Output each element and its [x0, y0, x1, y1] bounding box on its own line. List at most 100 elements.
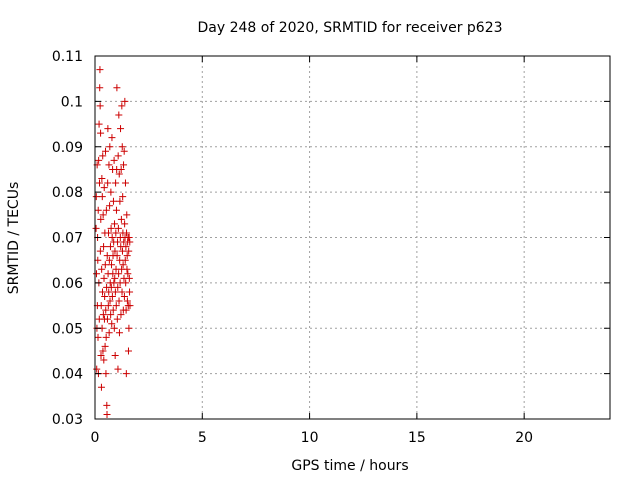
x-tick-label: 10 [301, 430, 319, 446]
data-point [105, 256, 113, 264]
data-point [115, 170, 123, 178]
data-point [102, 333, 110, 341]
data-point [108, 292, 116, 300]
data-point [106, 202, 114, 210]
data-point [105, 229, 113, 237]
x-axis-label: GPS time / hours [291, 458, 408, 474]
data-point [111, 288, 119, 296]
data-point [120, 292, 128, 300]
data-point [102, 147, 110, 155]
x-tick-label: 0 [91, 430, 100, 446]
data-point [107, 188, 115, 196]
data-point [103, 401, 111, 409]
data-point [98, 175, 106, 183]
data-point [123, 297, 131, 305]
data-point [113, 315, 121, 323]
data-point [122, 279, 130, 287]
data-point [115, 329, 123, 337]
data-point [115, 270, 123, 278]
data-point [111, 220, 119, 228]
data-point [111, 274, 119, 282]
data-point [107, 224, 115, 232]
axis-ticks: 0 5 10 15 20 0.03 0.04 0.05 0.06 0.07 0.08 0.09 0.1 0… [52, 49, 610, 446]
data-point [105, 161, 113, 169]
data-point [124, 347, 132, 355]
data-point [97, 215, 105, 223]
data-point [123, 265, 131, 273]
data-point [101, 342, 109, 350]
data-point [102, 206, 110, 214]
data-point [93, 365, 101, 373]
data-point [101, 292, 109, 300]
data-point [114, 238, 122, 246]
data-point [112, 179, 120, 187]
data-point [92, 193, 100, 201]
data-point [94, 206, 102, 214]
data-point [123, 211, 131, 219]
data-point [102, 306, 110, 314]
data-point [125, 234, 133, 241]
data-point [94, 333, 102, 341]
data-point [100, 243, 108, 251]
data-point [99, 288, 107, 296]
data-point [96, 179, 104, 187]
data-point [121, 220, 129, 228]
data-point [111, 247, 119, 255]
grid [95, 56, 610, 419]
data-marks [92, 66, 134, 418]
data-point [96, 84, 104, 92]
data-point [126, 238, 134, 246]
data-point [97, 129, 105, 137]
data-point [110, 279, 118, 287]
y-tick-label: 0.08 [52, 185, 83, 201]
data-point [99, 311, 107, 319]
data-point [118, 102, 126, 110]
data-point [96, 66, 104, 74]
data-point [98, 193, 106, 201]
data-point [125, 274, 133, 282]
data-point [120, 147, 128, 155]
data-point [98, 265, 106, 273]
data-point [110, 324, 118, 332]
data-point [108, 261, 116, 269]
data-point [112, 302, 120, 310]
data-point [117, 165, 125, 173]
data-point [101, 261, 109, 269]
data-point [96, 102, 104, 110]
data-point [123, 252, 131, 260]
data-point [105, 329, 113, 337]
data-point [118, 247, 126, 255]
data-point [117, 215, 125, 223]
data-point [106, 297, 114, 305]
y-tick-label: 0.03 [52, 412, 83, 428]
data-point [107, 283, 115, 291]
data-point [118, 143, 126, 151]
data-point [109, 306, 117, 314]
data-point [95, 156, 103, 164]
data-point [112, 206, 120, 214]
data-point [124, 270, 132, 278]
data-point [99, 347, 107, 355]
y-tick-label: 0.05 [52, 321, 83, 337]
data-point [104, 302, 112, 310]
data-point [121, 179, 129, 187]
data-point [118, 288, 126, 296]
data-point [123, 229, 131, 237]
data-point [96, 247, 104, 255]
data-point [113, 84, 121, 92]
data-point [97, 383, 105, 391]
y-tick-label: 0.11 [52, 49, 83, 65]
data-point [108, 134, 116, 142]
data-point [104, 179, 112, 187]
data-point [115, 111, 123, 119]
data-point [114, 365, 122, 373]
data-point [103, 315, 111, 323]
data-point [100, 184, 108, 192]
data-point [122, 306, 130, 314]
data-point [93, 270, 101, 278]
data-point [117, 311, 125, 319]
y-tick-label: 0.04 [52, 367, 83, 383]
data-point [105, 288, 113, 296]
data-point [104, 125, 112, 133]
